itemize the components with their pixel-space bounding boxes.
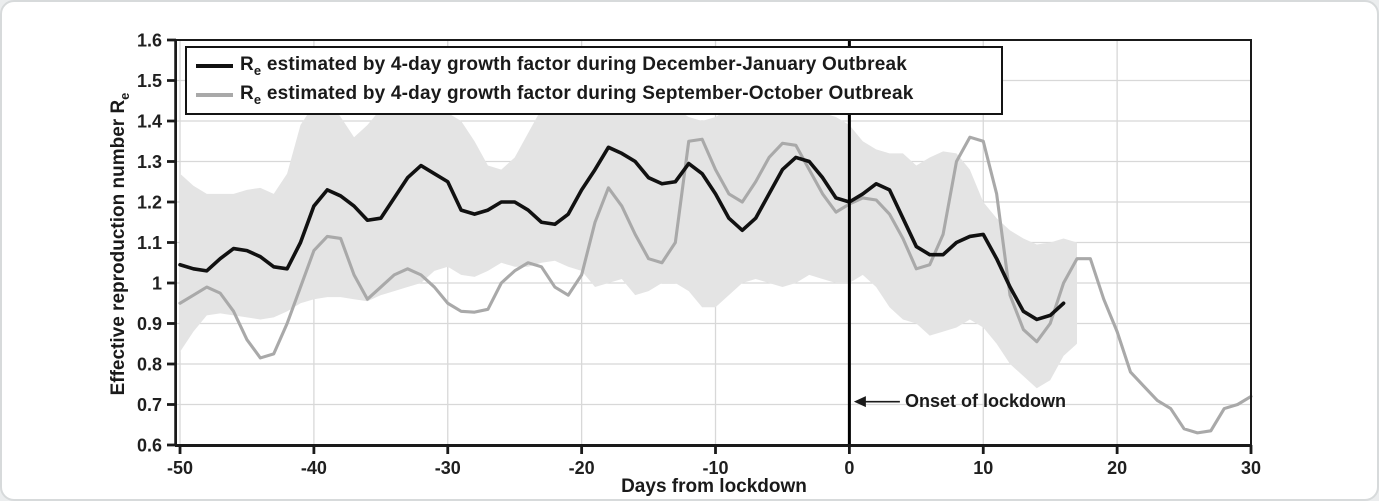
x-axis-label: Days from lockdown	[621, 476, 807, 497]
series-sep-oct-line	[178, 135, 1253, 435]
y-tick-label: 1.3	[137, 152, 162, 172]
x-tick-label: -40	[301, 458, 327, 478]
x-tick-label: -50	[167, 458, 193, 478]
legend-label-sep-oct: Re estimated by 4-day growth factor duri…	[240, 82, 914, 107]
x-tick-label: -20	[569, 458, 595, 478]
x-tick-label: 20	[1107, 458, 1127, 478]
y-tick-label: 1.4	[137, 112, 162, 132]
legend-line-sample-gray	[196, 92, 233, 97]
sep-oct-line	[178, 135, 1253, 435]
confidence-band-area	[180, 92, 1077, 389]
y-tick-label: 1.2	[137, 193, 162, 213]
series-dec-jan-line	[178, 145, 1066, 322]
onset-of-lockdown-annotation: Onset of lockdown	[905, 391, 1067, 412]
y-tick-label: 0.7	[137, 395, 162, 415]
tick-labels: -50 -40 -30 -20 -10 0 10 20 30 0.6 0.7 0.8 0.9 1 1.1 1.…	[137, 31, 1261, 479]
legend-item-dec-jan: Re estimated by 4-day growth factor duri…	[196, 54, 995, 78]
legend-label-dec-jan: Re estimated by 4-day growth factor duri…	[240, 54, 907, 79]
y-tick-label: 0.8	[137, 355, 162, 375]
legend-line-sample-black	[196, 64, 233, 69]
x-tick-label: 10	[973, 458, 993, 478]
tick-marks	[167, 38, 1253, 454]
legend-item-sep-oct: Re estimated by 4-day growth factor duri…	[196, 83, 995, 107]
annotation-arrow-head	[853, 396, 866, 408]
confidence-band	[180, 92, 1077, 389]
x-tick-label: -10	[703, 458, 729, 478]
legend: Re estimated by 4-day growth factor duri…	[185, 46, 1003, 115]
y-tick-label: 0.6	[137, 436, 162, 456]
y-tick-label: 1.1	[137, 233, 162, 253]
annotation-arrow	[853, 396, 900, 408]
dec-jan-line	[178, 145, 1066, 322]
y-axis-label: Effective reproduction number Re	[108, 92, 132, 396]
y-tick-label: 1.6	[137, 31, 162, 51]
x-tick-label: 30	[1241, 458, 1261, 478]
x-tick-label: 0	[844, 458, 854, 478]
y-tick-label: 0.9	[137, 314, 162, 334]
y-tick-label: 1	[152, 274, 162, 294]
x-tick-label: -30	[435, 458, 461, 478]
y-tick-label: 1.5	[137, 71, 162, 91]
